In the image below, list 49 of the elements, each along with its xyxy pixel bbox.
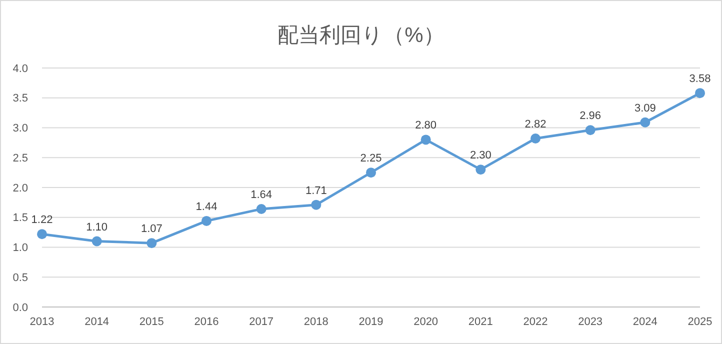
data-label: 1.64	[250, 189, 272, 202]
y-tick-label: 1.0	[12, 242, 28, 254]
data-label: 1.22	[31, 214, 53, 226]
data-label: 1.71	[305, 184, 327, 197]
data-label: 3.09	[634, 102, 656, 114]
data-label: 2.25	[360, 152, 382, 165]
y-tick-label: 3.5	[12, 92, 28, 105]
x-tick-label: 2020	[414, 316, 438, 328]
point	[256, 204, 266, 214]
y-tick-label: 3.0	[12, 122, 28, 135]
x-tick-label: 2015	[139, 316, 164, 328]
y-tick-label: 2.5	[12, 152, 28, 164]
x-tick-label: 2014	[84, 316, 110, 328]
data-label: 2.30	[470, 150, 492, 162]
point	[311, 200, 322, 210]
point	[640, 117, 650, 128]
x-tick-label: 2018	[304, 316, 328, 328]
x-tick-label: 2024	[632, 316, 658, 328]
x-tick-label: 2023	[578, 316, 603, 328]
point	[37, 229, 47, 240]
chart-title: 配当利回り（%）	[278, 24, 444, 47]
x-tick-label: 2021	[468, 316, 493, 328]
data-label: 1.07	[140, 223, 162, 236]
x-tick-label: 2013	[30, 316, 54, 328]
point	[202, 216, 212, 226]
point	[476, 164, 486, 175]
point	[92, 236, 102, 246]
point	[695, 88, 705, 98]
point	[146, 238, 157, 248]
data-label: 2.80	[415, 120, 437, 132]
x-tick-label: 2017	[249, 316, 274, 328]
y-tick-label: 4.0	[12, 62, 28, 75]
point	[530, 134, 540, 144]
point	[420, 134, 431, 145]
x-tick-label: 2016	[194, 316, 219, 328]
data-label: 1.44	[196, 200, 218, 213]
x-tick-label: 2025	[688, 316, 712, 328]
data-label: 2.82	[524, 118, 546, 131]
x-tick-label: 2022	[523, 316, 548, 328]
data-label: 2.96	[580, 110, 602, 122]
y-tick-label: 0.0	[12, 302, 28, 314]
point	[366, 168, 376, 178]
point	[585, 125, 596, 136]
data-label: 3.58	[689, 73, 711, 86]
x-tick-label: 2019	[358, 316, 384, 328]
y-tick-label: 1.5	[12, 212, 28, 224]
y-tick-label: 2.0	[12, 182, 28, 194]
y-tick-label: 0.5	[12, 272, 28, 284]
data-label: 1.10	[86, 221, 108, 234]
